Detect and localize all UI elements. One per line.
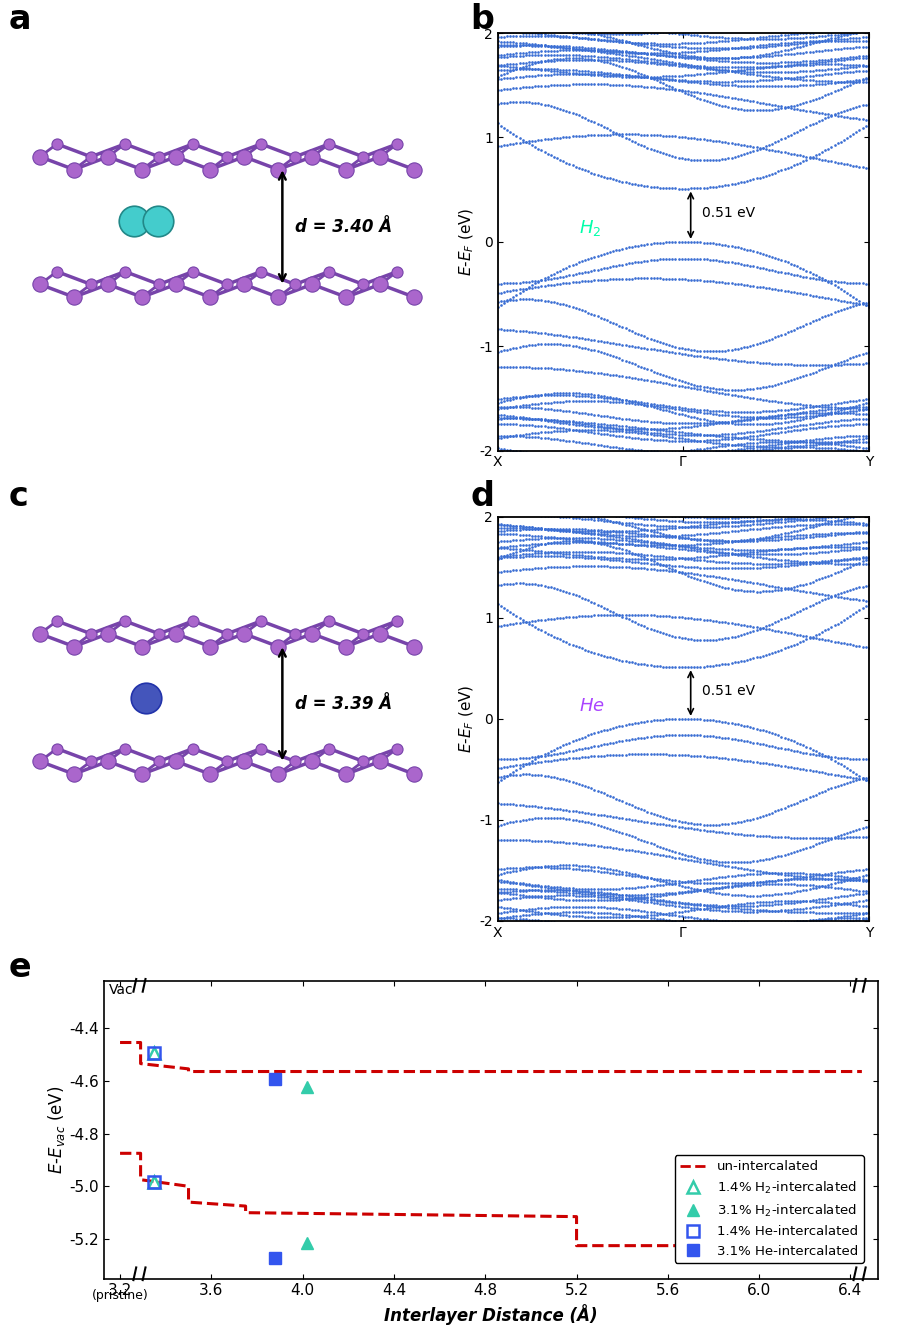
Y-axis label: $E$-$E_{vac}$ (eV): $E$-$E_{vac}$ (eV) [45, 1085, 67, 1174]
Text: b: b [471, 3, 494, 36]
Text: $He$: $He$ [579, 697, 605, 714]
X-axis label: Interlayer Distance (Å): Interlayer Distance (Å) [384, 1304, 598, 1325]
Text: (pristine): (pristine) [91, 1289, 148, 1302]
Text: d = 3.39 Å: d = 3.39 Å [295, 694, 392, 713]
Y-axis label: $E$-$E_F$ (eV): $E$-$E_F$ (eV) [458, 685, 476, 753]
Text: 0.51 eV: 0.51 eV [702, 207, 755, 220]
Text: e: e [9, 951, 32, 984]
Text: c: c [9, 480, 29, 513]
Legend: un-intercalated, 1.4% H$_2$-intercalated, 3.1% H$_2$-intercalated, 1.4% He-inter: un-intercalated, 1.4% H$_2$-intercalated… [675, 1155, 863, 1263]
Text: Vac: Vac [109, 983, 133, 998]
Text: d: d [471, 480, 494, 513]
Text: 0.51 eV: 0.51 eV [702, 684, 755, 698]
Text: d = 3.40 Å: d = 3.40 Å [295, 217, 392, 236]
Text: $H_2$: $H_2$ [579, 219, 602, 238]
Y-axis label: $E$-$E_F$ (eV): $E$-$E_F$ (eV) [458, 208, 476, 276]
Text: a: a [9, 3, 32, 36]
